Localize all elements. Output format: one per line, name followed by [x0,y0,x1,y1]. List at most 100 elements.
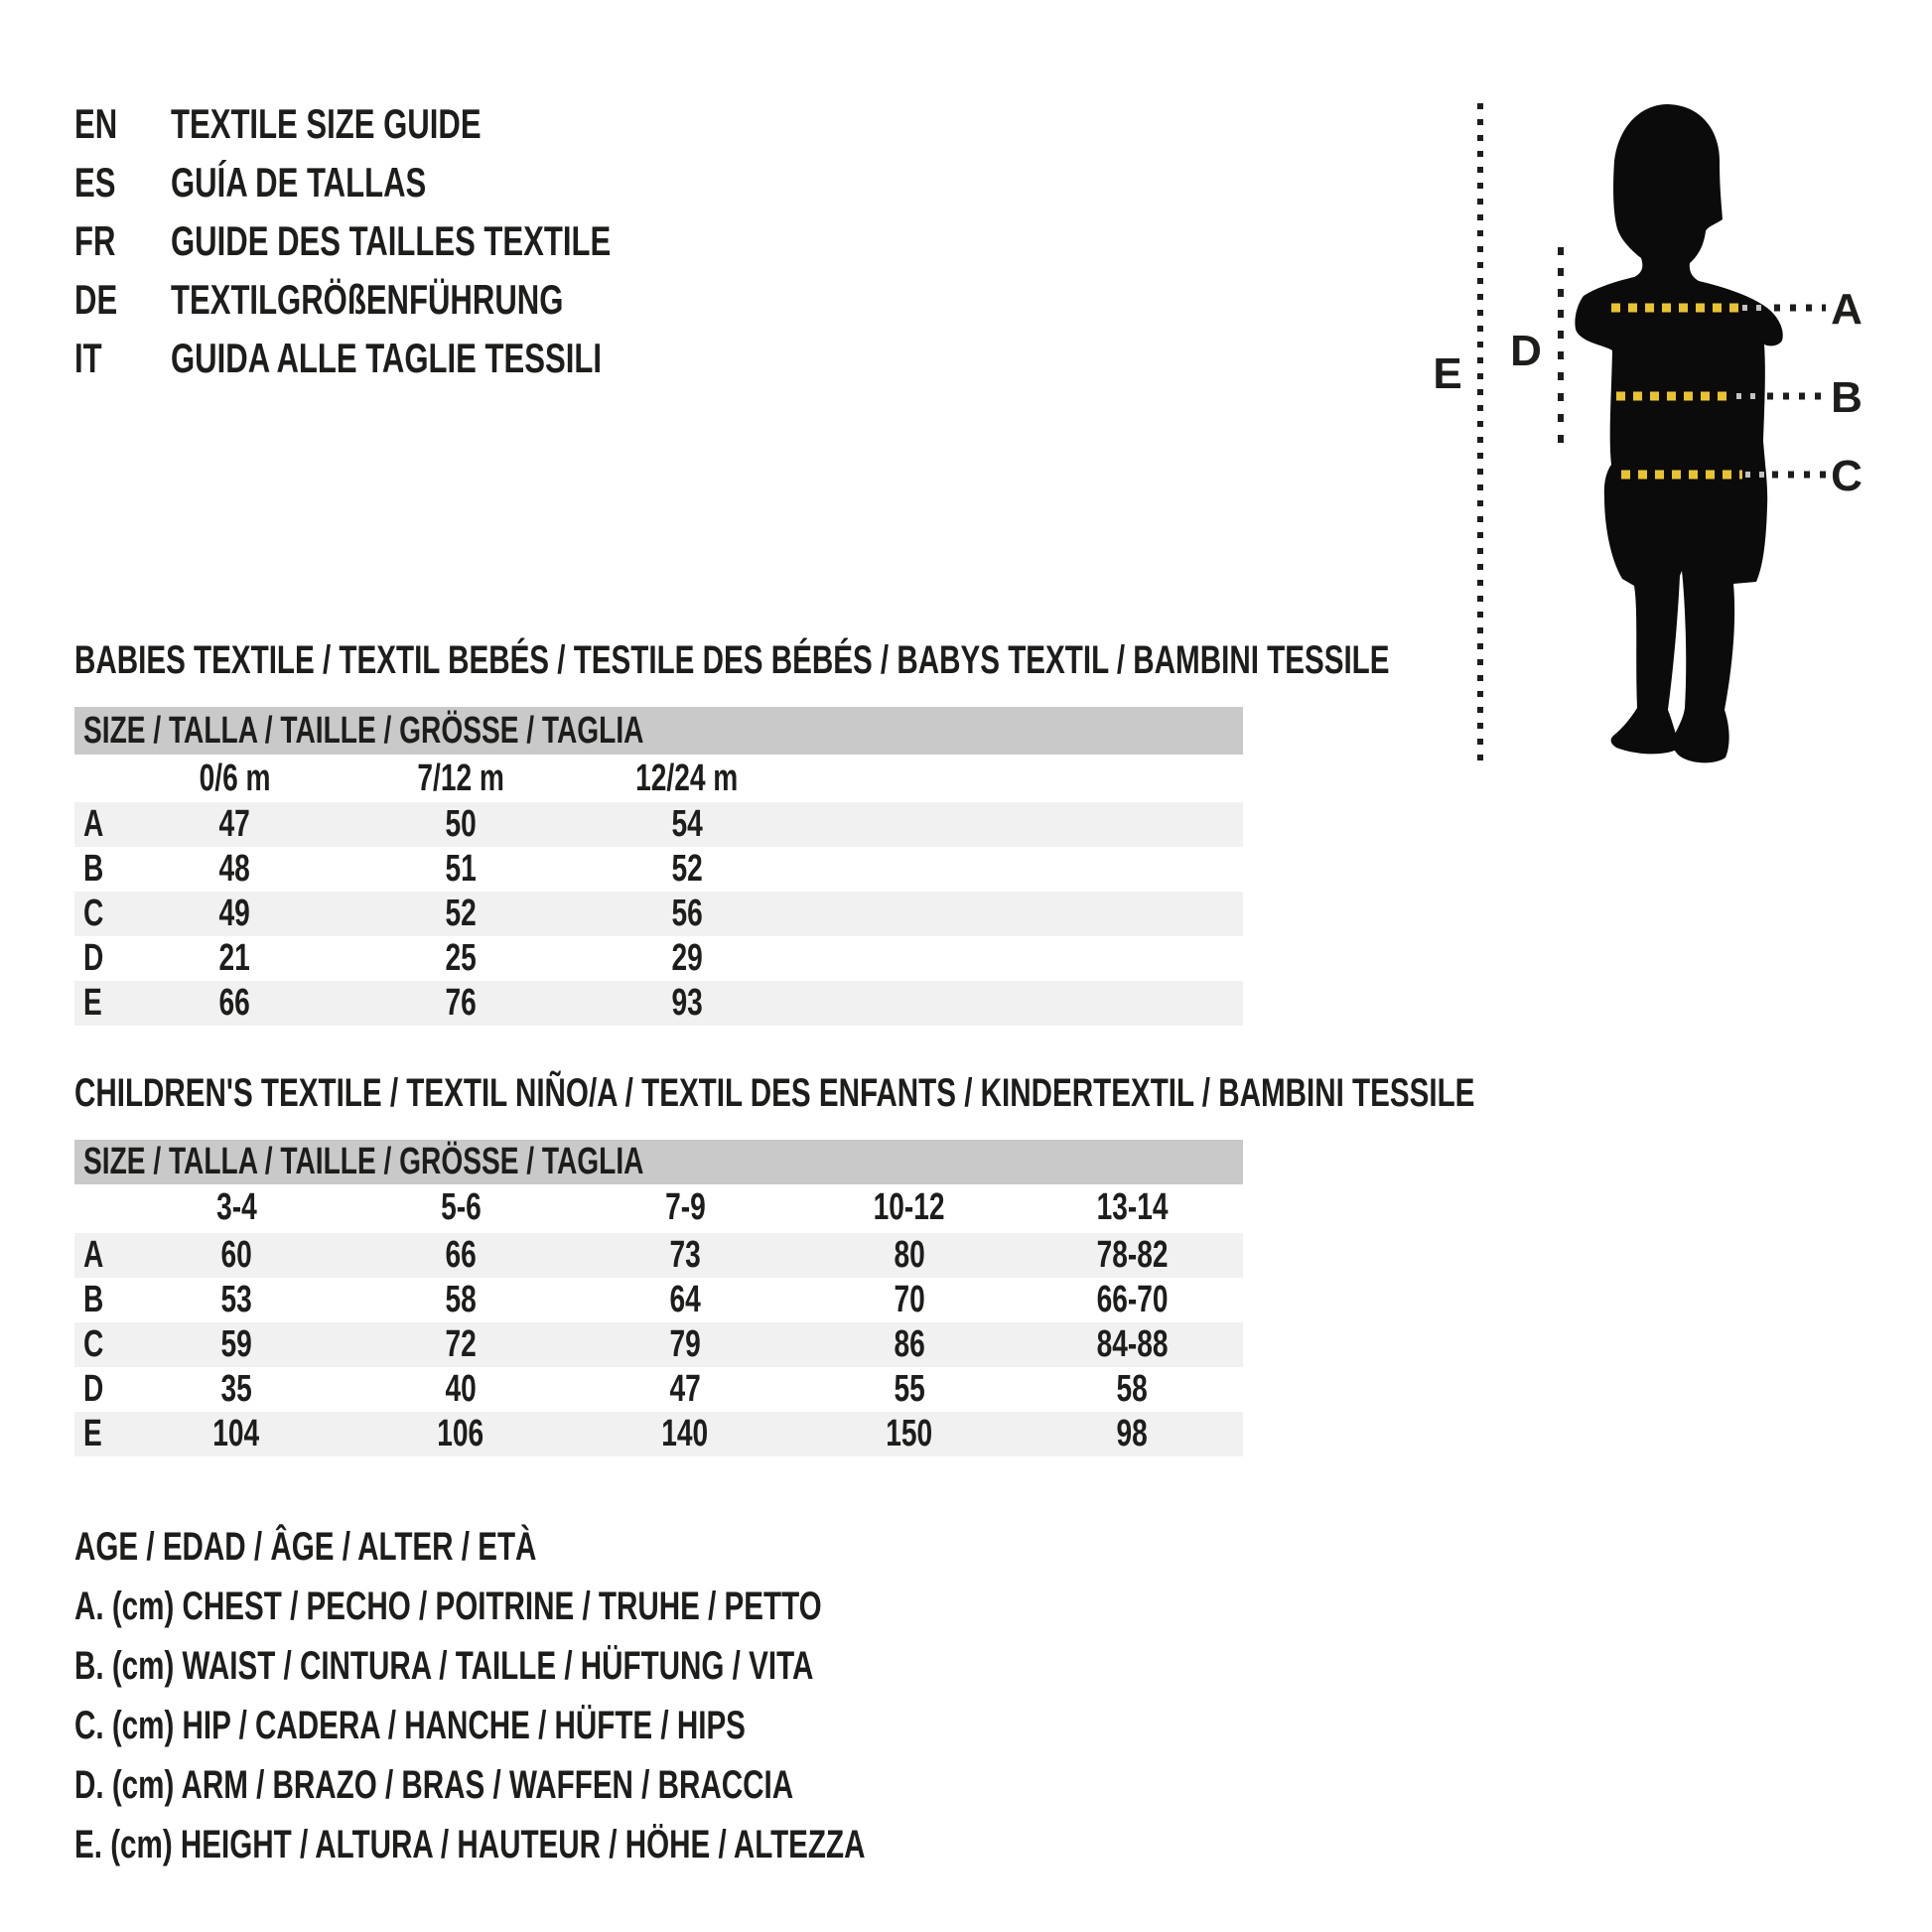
lang-code: DE [74,270,171,329]
lang-code-text: EN [74,100,118,147]
legend-waist: B. (cm) WAIST / CINTURA / TAILLE / HÜFTU… [74,1644,814,1688]
row-label: C [83,893,104,934]
babies-size-banner: SIZE / TALLA / TAILLE / GRÖSSE / TAGLIA [74,707,1243,755]
row-label: D [83,1367,104,1410]
size-cell: 29 [671,937,703,979]
legend-height: E. (cm) HEIGHT / ALTURA / HAUTEUR / HÖHE… [74,1823,866,1866]
size-cell: 150 [886,1412,933,1454]
children-section-heading: CHILDREN'S TEXTILE / TEXTIL NIÑO/A / TEX… [74,1068,1932,1118]
lang-code-text: DE [74,276,118,323]
table-row: B 53 58 64 70 66-70 [74,1278,1243,1322]
size-cell: 49 [218,893,251,934]
size-cell: 25 [445,937,477,979]
children-size-table: SIZE / TALLA / TAILLE / GRÖSSE / TAGLIA … [74,1140,1243,1456]
col-header: 7-9 [664,1185,706,1228]
lang-code-text: FR [74,217,116,264]
col-header: 13-14 [1096,1185,1169,1228]
size-cell: 93 [671,982,703,1024]
filler-cell [800,892,1243,936]
col-header: 12/24 m [635,757,739,799]
filler-cell [800,755,1243,802]
size-cell: 56 [671,893,703,934]
lang-title: GUIDE DES TAILLES TEXTILE [171,217,612,264]
filler-cell [800,847,1243,892]
lang-row-en: EN TEXTILE SIZE GUIDE [74,94,765,153]
size-cell: 76 [445,982,477,1024]
row-label: D [83,937,104,979]
lang-code: EN [74,94,171,153]
row-label: B [83,1278,104,1320]
size-cell: 48 [218,848,251,890]
lang-row-it: IT GUIDA ALLE TAGLIE TESSILI [74,329,765,387]
size-cell: 72 [445,1322,477,1365]
measurement-figure: E D A B C [1433,103,1863,764]
row-label: A [83,803,104,845]
babies-size-table: SIZE / TALLA / TAILLE / GRÖSSE / TAGLIA … [74,707,1243,1026]
language-title-block: EN TEXTILE SIZE GUIDE ES GUÍA DE TALLAS … [74,94,765,387]
legend-age: AGE / EDAD / ÂGE / ALTER / ETÀ [74,1525,537,1569]
lang-code-text: ES [74,159,116,206]
filler-cell [800,936,1243,981]
size-cell: 104 [212,1412,260,1454]
babies-section-heading: BABIES TEXTILE / TEXTIL BEBÉS / TESTILE … [74,635,1852,685]
figure-label-e: E [1433,349,1461,398]
table-row: C 59 72 79 86 84-88 [74,1322,1243,1367]
filler-cell [74,1455,124,1456]
filler-cell [800,802,1243,847]
size-cell: 84-88 [1096,1322,1169,1365]
figure-label-a: A [1831,285,1863,334]
size-cell: 35 [220,1367,252,1410]
col-header: 3-4 [215,1185,257,1228]
size-cell: 66-70 [1096,1278,1169,1320]
legend-chest: A. (cm) CHEST / PECHO / POITRINE / TRUHE… [74,1585,822,1628]
size-banner-text: SIZE / TALLA / TAILLE / GRÖSSE / TAGLIA [83,709,644,752]
size-cell: 53 [220,1278,252,1320]
child-silhouette-icon [1575,104,1783,763]
size-cell: 58 [445,1278,477,1320]
size-cell: 40 [445,1367,477,1410]
size-cell: 21 [218,937,251,979]
figure-label-c: C [1831,452,1863,500]
lang-title: TEXTILGRÖßENFÜHRUNG [171,276,564,323]
size-cell: 79 [669,1322,701,1365]
size-cell: 73 [669,1233,701,1276]
table-row: A 47 50 54 [74,802,1243,847]
figure-label-d: D [1510,327,1542,375]
legend-hip: C. (cm) HIP / CADERA / HANCHE / HÜFTE / … [74,1704,746,1747]
row-label: E [83,1412,102,1454]
size-cell: 55 [894,1367,925,1410]
table-row: B 48 51 52 [74,847,1243,892]
size-cell: 59 [220,1322,252,1365]
figure-label-b: B [1831,373,1863,422]
table-row: D 21 25 29 [74,936,1243,981]
corner-cell [74,1184,124,1230]
size-cell: 80 [894,1233,925,1276]
lang-code: IT [74,329,171,387]
col-header: 5-6 [440,1185,482,1228]
children-size-banner: SIZE / TALLA / TAILLE / GRÖSSE / TAGLIA [74,1140,1243,1184]
size-cell: 78-82 [1096,1233,1169,1276]
lang-code: ES [74,153,171,211]
size-cell: 66 [445,1233,477,1276]
table-row: E 66 76 93 [74,981,1243,1026]
size-cell: 98 [1116,1412,1149,1454]
size-cell: 47 [669,1367,701,1410]
children-header-row: 3-4 5-6 7-9 10-12 13-14 [74,1184,1243,1233]
col-header: 0/6 m [199,757,271,799]
size-cell: 60 [220,1233,252,1276]
size-cell: 58 [1116,1367,1149,1410]
children-heading-text: CHILDREN'S TEXTILE / TEXTIL NIÑO/A / TEX… [74,1071,1475,1115]
size-cell: 54 [671,803,703,845]
lang-code: FR [74,211,171,270]
size-cell: 64 [669,1278,701,1320]
size-cell: 50 [445,803,477,845]
size-cell: 52 [445,893,477,934]
row-label: B [83,848,104,890]
table-row: C 49 52 56 [74,892,1243,936]
row-label: C [83,1322,104,1365]
row-label: E [83,982,102,1024]
lang-row-de: DE TEXTILGRÖßENFÜHRUNG [74,270,765,329]
corner-cell [74,755,122,802]
lang-row-es: ES GUÍA DE TALLAS [74,153,765,211]
